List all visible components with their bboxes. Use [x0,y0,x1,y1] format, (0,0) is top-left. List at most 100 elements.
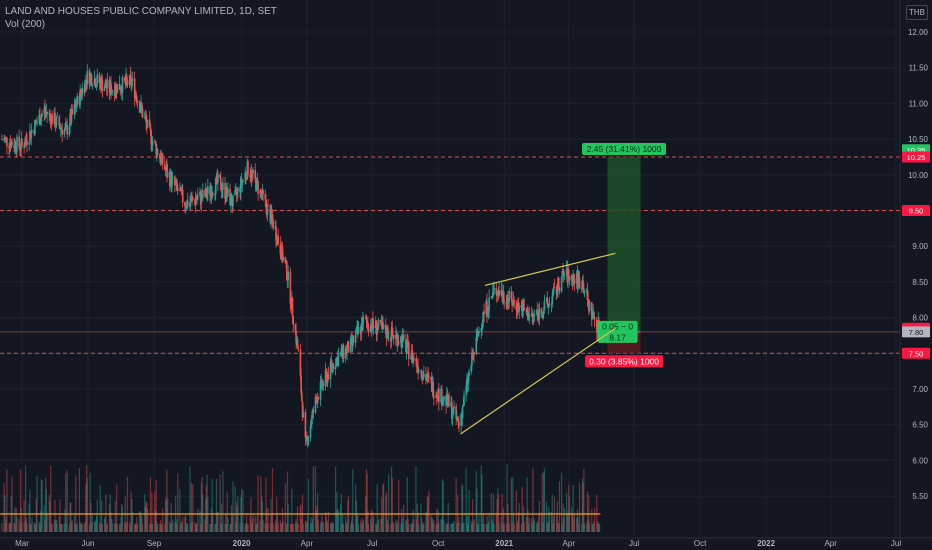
volume-bar [455,478,457,532]
volume-bar [581,478,584,532]
volume-bar [15,507,17,532]
candle [114,91,117,97]
volume-bar [65,523,68,532]
volume-bar [271,468,274,532]
volume-bar [451,523,454,532]
candle [30,130,33,139]
volume-bar [217,512,219,532]
candle [387,327,389,339]
volume-bar [75,476,77,532]
volume-bar [89,472,91,532]
volume-bar [488,513,490,532]
candle [179,190,181,192]
profit-zone [607,156,641,332]
volume-bar [129,522,131,532]
candle [481,320,484,324]
candle [297,348,300,350]
candle [402,334,405,340]
volume-bar [24,465,27,532]
volume-bar [59,499,61,532]
volume-bar [332,521,334,532]
candle [224,183,226,199]
candle [542,310,545,314]
candle [136,101,139,103]
candle [512,305,514,307]
volume-bar [162,508,164,532]
volume-bar [375,523,377,532]
candle [254,169,257,179]
candle [491,296,493,298]
volume-bar [196,523,198,532]
volume-bar [592,523,594,532]
volume-bar [195,524,197,532]
candle [440,388,443,406]
symbol-title[interactable]: LAND AND HOUSES PUBLIC COMPANY LIMITED, … [5,6,277,17]
candle [101,79,104,92]
volume-bar [215,479,218,532]
volume-bar [566,514,568,532]
volume-bar [599,524,601,532]
candle [110,82,112,95]
volume-bar [221,522,223,532]
candle [1,139,3,140]
volume-bar [265,477,267,532]
volume-bar [41,480,43,532]
volume-bar [121,506,124,532]
candle [387,337,390,339]
candle [94,78,96,87]
candle [185,207,188,209]
volume-bar [279,520,281,532]
volume-bar [380,518,382,532]
volume-bar [518,503,520,532]
volume-bar [500,517,502,532]
candle [236,190,239,195]
candle [34,120,37,123]
time-tick-label: Jun [82,539,95,548]
volume-bar [113,523,116,532]
currency-badge[interactable]: THB [906,5,928,20]
volume-bar [456,523,458,532]
price-tick-label: 8.00 [912,314,928,323]
candle [18,136,20,147]
volume-bar [151,493,153,532]
volume-bar [124,521,126,532]
volume-bar [146,508,149,532]
time-tick-label: Jul [367,539,377,548]
volume-bar [179,489,181,532]
volume-bar [71,520,73,532]
volume-bar [472,499,474,532]
volume-bar [475,471,477,532]
volume-bar [231,513,233,532]
volume-bar [327,522,329,532]
candle [241,181,244,185]
candle [284,257,287,264]
volume-bar [181,522,183,532]
candle [289,271,292,304]
volume-bar [361,518,363,532]
volume-bar [324,511,327,532]
volume-indicator-label[interactable]: Vol (200) [5,19,46,30]
volume-bar [241,523,243,532]
candle [272,220,274,229]
volume-bar [30,523,32,532]
volume-bar [226,491,228,532]
volume-bar [195,523,197,532]
candle [522,303,524,316]
candle [330,361,333,365]
volume-bar [342,514,344,532]
candle [591,315,594,320]
price-badge-text: 9.50 [909,207,924,216]
candle [176,187,179,191]
volume-bar [572,485,574,532]
candle [206,193,208,197]
volume-bar [159,520,162,532]
candle [118,83,121,90]
volume-bar [204,519,206,532]
candle [304,412,307,438]
volume-bar [373,517,375,532]
candle [329,361,332,380]
volume-bar [367,510,369,532]
volume-bar [512,514,515,532]
volume-bar [118,523,121,532]
